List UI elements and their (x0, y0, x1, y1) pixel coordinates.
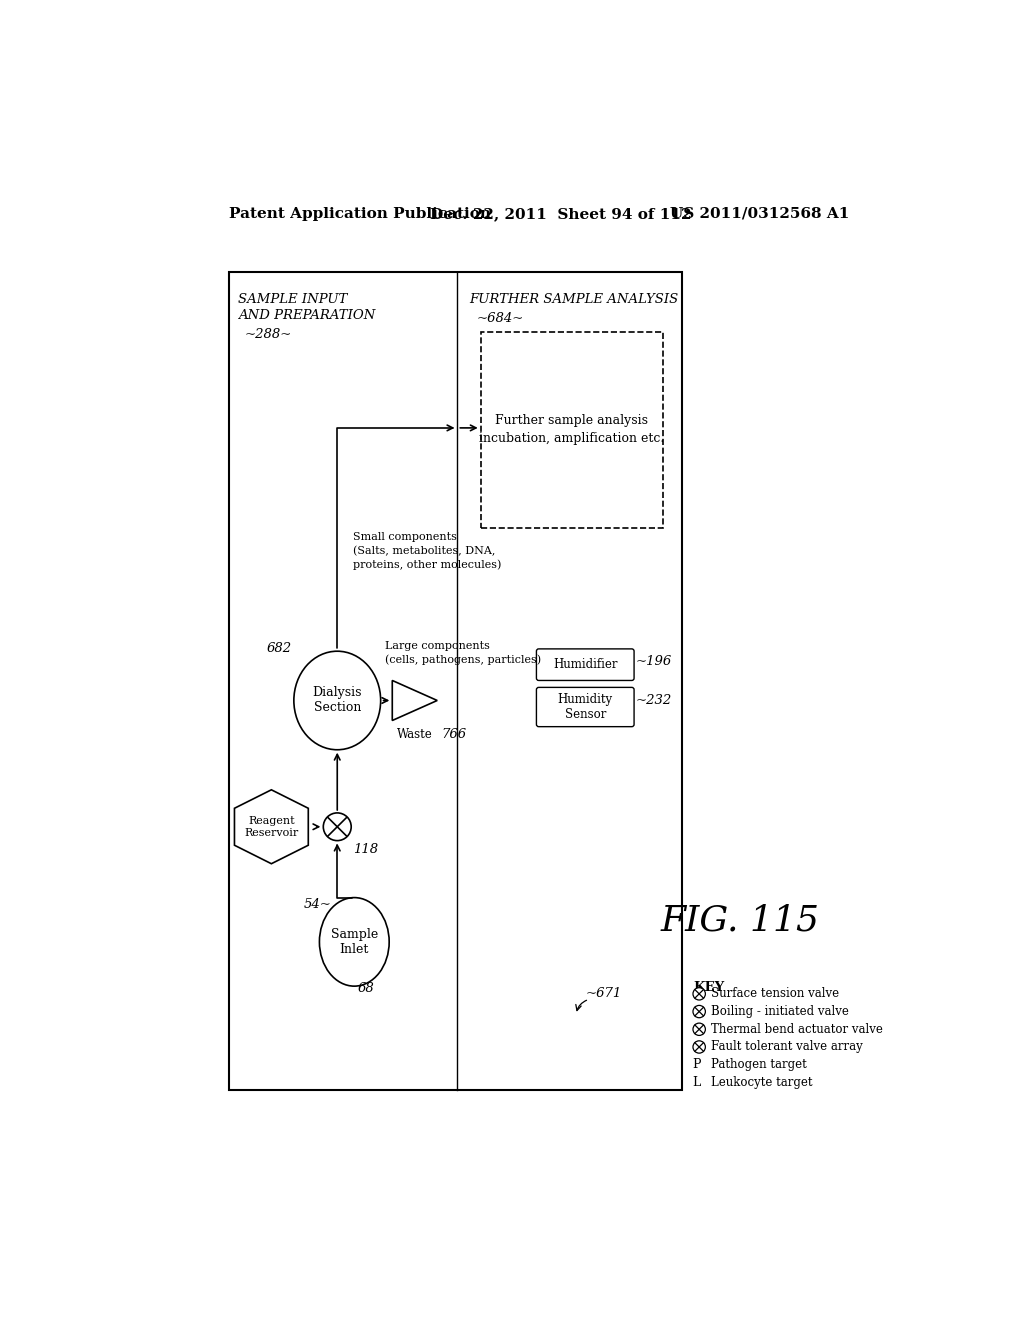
Circle shape (693, 987, 706, 1001)
Text: Boiling - initiated valve: Boiling - initiated valve (711, 1005, 849, 1018)
Text: Large components
(cells, pathogens, particles): Large components (cells, pathogens, part… (385, 642, 541, 665)
Ellipse shape (294, 651, 381, 750)
Text: AND PREPARATION: AND PREPARATION (238, 309, 376, 322)
FancyBboxPatch shape (480, 331, 663, 528)
Text: Waste: Waste (397, 727, 432, 741)
Text: FIG. 115: FIG. 115 (660, 904, 820, 937)
Polygon shape (234, 789, 308, 863)
Text: 682: 682 (266, 642, 292, 655)
Text: ~684~: ~684~ (477, 313, 524, 326)
FancyBboxPatch shape (537, 649, 634, 681)
Text: Small components
(Salts, metabolites, DNA,
proteins, other molecules): Small components (Salts, metabolites, DN… (352, 532, 501, 570)
Text: Dialysis
Section: Dialysis Section (312, 686, 362, 714)
Text: 118: 118 (352, 843, 378, 857)
Circle shape (693, 1040, 706, 1053)
Text: US 2011/0312568 A1: US 2011/0312568 A1 (671, 207, 850, 220)
Text: ~232: ~232 (636, 693, 672, 706)
Text: Surface tension valve: Surface tension valve (711, 987, 839, 1001)
Text: 766: 766 (441, 727, 466, 741)
Circle shape (693, 1023, 706, 1035)
Text: Patent Application Publication: Patent Application Publication (228, 207, 490, 220)
Polygon shape (392, 681, 437, 721)
Text: KEY: KEY (693, 981, 725, 994)
Text: FURTHER SAMPLE ANALYSIS: FURTHER SAMPLE ANALYSIS (469, 293, 678, 306)
FancyBboxPatch shape (537, 688, 634, 726)
Ellipse shape (319, 898, 389, 986)
Text: Humidity
Sensor: Humidity Sensor (558, 693, 612, 721)
Text: Dec. 22, 2011  Sheet 94 of 112: Dec. 22, 2011 Sheet 94 of 112 (430, 207, 692, 220)
Text: L: L (692, 1076, 701, 1089)
Circle shape (324, 813, 351, 841)
Text: Sample
Inlet: Sample Inlet (331, 928, 378, 956)
Text: 68: 68 (357, 982, 375, 994)
Text: ~196: ~196 (636, 655, 672, 668)
Text: Thermal bend actuator valve: Thermal bend actuator valve (711, 1023, 883, 1036)
Text: Fault tolerant valve array: Fault tolerant valve array (711, 1040, 862, 1053)
Text: Humidifier: Humidifier (553, 659, 617, 671)
Text: Further sample analysis
incubation, amplification etc.: Further sample analysis incubation, ampl… (479, 414, 665, 445)
Bar (228, 272, 682, 1090)
Text: ~671: ~671 (586, 987, 622, 1001)
Text: SAMPLE INPUT: SAMPLE INPUT (238, 293, 347, 306)
Text: Leukocyte target: Leukocyte target (711, 1076, 812, 1089)
Text: 54~: 54~ (304, 899, 332, 911)
Text: P: P (692, 1059, 701, 1072)
Text: Pathogen target: Pathogen target (711, 1059, 807, 1072)
Text: ~288~: ~288~ (245, 327, 292, 341)
Text: Reagent
Reservoir: Reagent Reservoir (245, 816, 299, 838)
Circle shape (693, 1006, 706, 1018)
